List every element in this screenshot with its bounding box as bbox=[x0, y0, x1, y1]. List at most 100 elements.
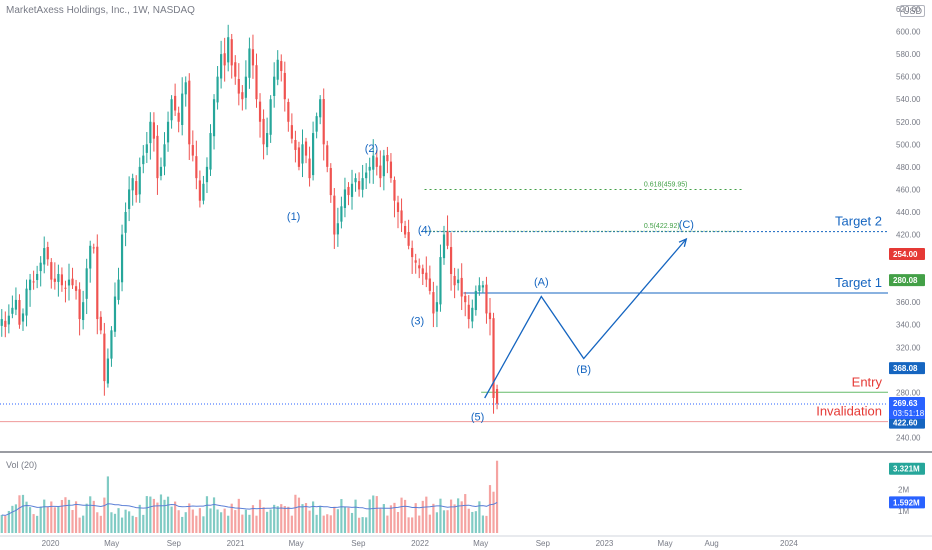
volume-bar bbox=[379, 508, 382, 533]
time-tick-label: 2024 bbox=[780, 539, 798, 548]
candle-body bbox=[71, 278, 74, 286]
volume-bar bbox=[347, 507, 350, 533]
price-tick-label: 360.00 bbox=[896, 298, 921, 307]
candle-body bbox=[174, 95, 177, 111]
volume-bar bbox=[156, 502, 159, 533]
volume-bar bbox=[251, 505, 255, 533]
candle-body bbox=[442, 234, 446, 259]
price-tick-label: 540.00 bbox=[896, 95, 921, 104]
candle-body bbox=[495, 388, 499, 404]
volume-bar bbox=[273, 504, 276, 533]
candle-body bbox=[212, 99, 216, 137]
volume-bar bbox=[297, 497, 301, 533]
volume-bar bbox=[138, 504, 141, 533]
volume-bar bbox=[21, 494, 25, 533]
candle-body bbox=[460, 277, 463, 297]
price-axis: 240.00260.00280.00300.00320.00340.00360.… bbox=[889, 5, 925, 509]
volume-bar bbox=[421, 500, 424, 533]
current-price-label: 269.63 bbox=[893, 399, 918, 408]
volume-bar bbox=[283, 506, 286, 533]
candle-body bbox=[474, 290, 477, 311]
projection-label: (B) bbox=[576, 364, 591, 376]
candle-body bbox=[188, 80, 191, 145]
candle-body bbox=[248, 48, 251, 78]
price-tick-label: 560.00 bbox=[896, 73, 921, 82]
price-tick-label: 460.00 bbox=[896, 185, 921, 194]
time-tick-label: 2020 bbox=[42, 539, 60, 548]
candle-body bbox=[39, 262, 42, 272]
volume-bar bbox=[36, 515, 39, 533]
candle-body bbox=[216, 76, 219, 103]
volume-bar bbox=[340, 499, 343, 533]
volume-bar bbox=[124, 509, 127, 533]
volume-bar bbox=[481, 515, 485, 533]
volume-bar bbox=[198, 508, 201, 533]
volume-bar bbox=[308, 510, 311, 533]
candle-body bbox=[407, 232, 410, 246]
candle-body bbox=[135, 181, 138, 196]
volume-bar bbox=[329, 515, 332, 533]
candle-body bbox=[142, 155, 145, 165]
price-tick-label: 440.00 bbox=[896, 208, 921, 217]
volume-bar bbox=[258, 499, 262, 533]
candle-body bbox=[357, 181, 361, 190]
candle-body bbox=[322, 98, 325, 145]
volume-bar bbox=[82, 515, 85, 533]
volume-bar bbox=[326, 514, 329, 533]
volume-bar bbox=[304, 503, 308, 533]
volume-bar bbox=[216, 509, 219, 533]
candle-body bbox=[372, 155, 375, 170]
candle-body bbox=[287, 101, 290, 122]
candle-body bbox=[418, 265, 421, 269]
chart-title: MarketAxess Holdings, Inc., 1W, NASDAQ bbox=[6, 5, 195, 16]
volume-bar bbox=[237, 498, 240, 533]
candle-body bbox=[53, 278, 56, 282]
volume-bar bbox=[188, 503, 191, 533]
candle-body bbox=[262, 118, 265, 145]
volume-bar bbox=[46, 506, 49, 533]
volume-bar bbox=[7, 510, 10, 533]
candle-body bbox=[120, 234, 124, 283]
candle-body bbox=[439, 257, 442, 305]
volume-bar bbox=[43, 499, 46, 533]
fib-label: 0.5(422.92) bbox=[644, 223, 680, 230]
candle-body bbox=[467, 304, 470, 320]
volume-bar bbox=[453, 504, 456, 533]
volume-ma-tag-bg bbox=[889, 496, 925, 509]
volume-bar bbox=[322, 515, 325, 533]
time-axis: 2020 May Sep 2021 May Sep 2022 May Sep 2023 May Aug… bbox=[42, 539, 799, 548]
candle-body bbox=[350, 183, 354, 197]
volume-bar bbox=[485, 515, 488, 533]
candle-body bbox=[36, 273, 39, 281]
volume-bar bbox=[209, 508, 212, 533]
candle-body bbox=[99, 316, 102, 331]
time-tick-label: May bbox=[473, 539, 488, 548]
candle-body bbox=[308, 158, 311, 179]
time-tick-label: 2023 bbox=[596, 539, 614, 548]
candle-body bbox=[202, 183, 205, 201]
volume-bar bbox=[57, 506, 60, 533]
candle-body bbox=[301, 144, 304, 164]
currency-badge[interactable]: USD bbox=[900, 5, 926, 17]
candle-body bbox=[170, 99, 173, 121]
candle-body bbox=[195, 156, 198, 179]
candle-body bbox=[14, 299, 18, 310]
volume-bar bbox=[478, 501, 481, 533]
candle-body bbox=[290, 125, 293, 139]
candle-body bbox=[365, 172, 368, 179]
candle-body bbox=[18, 300, 21, 325]
candle-body bbox=[89, 245, 92, 269]
volume-bar bbox=[32, 514, 35, 533]
candle-body bbox=[82, 302, 85, 321]
volume-bar bbox=[14, 504, 18, 533]
candle-body bbox=[220, 54, 223, 79]
candle-body bbox=[457, 279, 460, 284]
candle-body bbox=[32, 281, 35, 283]
candle-body bbox=[7, 315, 10, 325]
volume-bar bbox=[166, 496, 170, 533]
volume-bar bbox=[269, 509, 272, 533]
volume-bar bbox=[96, 512, 99, 533]
volume-bar bbox=[117, 508, 120, 533]
time-tick-label: May bbox=[658, 539, 673, 548]
